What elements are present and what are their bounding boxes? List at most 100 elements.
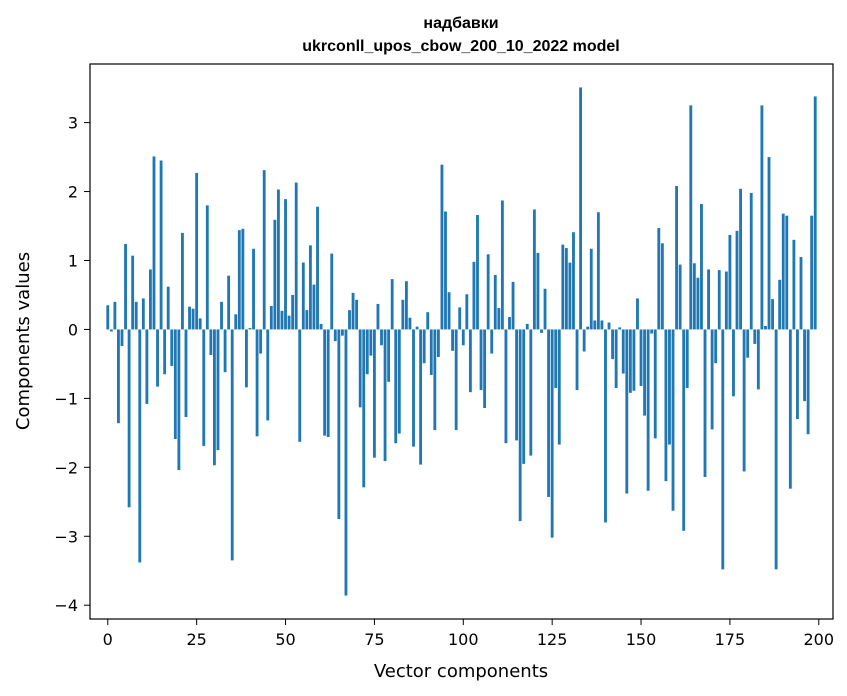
- bar: [376, 303, 380, 330]
- bar: [149, 269, 152, 330]
- bar: [515, 329, 519, 441]
- bar: [781, 213, 785, 330]
- bar: [117, 329, 120, 424]
- bar: [173, 329, 177, 440]
- bar: [404, 281, 408, 330]
- bar: [554, 329, 558, 389]
- bar: [625, 329, 629, 494]
- y-axis-label: Components values: [13, 252, 34, 430]
- bar: [543, 288, 547, 330]
- bar: [813, 96, 817, 330]
- bar: [333, 329, 337, 342]
- bar: [788, 329, 792, 489]
- chart-subtitle: ukrconll_upos_cbow_200_10_2022 model: [302, 38, 619, 55]
- bar: [700, 203, 703, 330]
- bar: [266, 329, 270, 421]
- bar: [493, 274, 497, 330]
- bar: [465, 294, 469, 330]
- bar: [401, 299, 405, 330]
- bar: [525, 323, 529, 330]
- bar: [223, 329, 227, 373]
- x-tick-label: 25: [186, 630, 206, 649]
- bar: [653, 329, 657, 439]
- bar: [660, 243, 664, 330]
- bar: [344, 329, 348, 596]
- bar: [308, 245, 312, 330]
- bar: [294, 182, 298, 330]
- bar: [419, 329, 423, 465]
- bar: [380, 329, 383, 346]
- bar: [426, 312, 430, 330]
- bar: [671, 329, 675, 511]
- bar: [276, 189, 280, 330]
- bar: [636, 298, 639, 330]
- bar: [209, 329, 213, 355]
- bar: [600, 320, 604, 330]
- bar: [728, 234, 732, 330]
- bar: [778, 279, 782, 330]
- bar: [255, 329, 259, 437]
- bar: [593, 320, 597, 330]
- bar: [589, 248, 593, 330]
- bar: [120, 329, 124, 346]
- bar: [639, 329, 643, 386]
- bar: [305, 310, 309, 330]
- bar: [372, 329, 376, 458]
- x-tick-label: 75: [364, 630, 384, 649]
- bar: [436, 329, 440, 358]
- bar: [479, 329, 483, 391]
- y-axis: −4 −3 −2 −1 0 1 2 3: [54, 114, 90, 615]
- bar: [476, 214, 479, 330]
- bar: [284, 199, 287, 330]
- bar: [269, 305, 273, 330]
- bar: [621, 329, 625, 374]
- bar: [607, 322, 611, 330]
- x-tick-label: 150: [626, 630, 657, 649]
- bar: [504, 329, 508, 444]
- bar: [323, 329, 327, 436]
- bar: [291, 294, 295, 330]
- chart-title: надбавки: [423, 15, 498, 32]
- bar: [252, 248, 255, 330]
- bar: [170, 329, 174, 366]
- bar: [547, 329, 551, 497]
- bar: [643, 329, 646, 416]
- bar: [351, 292, 355, 330]
- bar: [707, 269, 710, 330]
- bar: [109, 329, 113, 332]
- bar: [316, 206, 319, 330]
- bar: [550, 329, 554, 538]
- bar: [689, 105, 693, 330]
- y-tick-label: 2: [68, 183, 78, 202]
- bar: [468, 329, 472, 393]
- bar: [408, 317, 412, 330]
- bar: [340, 329, 344, 336]
- x-axis: 0 25 50 75 100 125 150 175 200: [103, 619, 834, 649]
- bar: [444, 211, 447, 330]
- bar: [586, 326, 590, 330]
- bar: [166, 286, 170, 330]
- bar: [575, 329, 579, 391]
- bar: [604, 329, 607, 523]
- bar: [774, 329, 778, 570]
- bar: [518, 329, 522, 522]
- bar: [429, 329, 433, 375]
- bar: [156, 329, 159, 387]
- bar: [298, 329, 302, 442]
- bar: [312, 284, 316, 330]
- bar: [237, 230, 241, 330]
- bar: [568, 262, 572, 330]
- bar: [803, 329, 806, 402]
- bar: [685, 329, 689, 389]
- bar: [710, 329, 714, 430]
- bar: [337, 329, 341, 520]
- bar: [532, 209, 536, 330]
- bar: [657, 228, 661, 330]
- bar: [454, 329, 458, 431]
- bar: [618, 327, 622, 330]
- bar: [259, 329, 263, 354]
- bar: [717, 270, 721, 330]
- bar: [326, 329, 330, 437]
- bar: [749, 192, 753, 330]
